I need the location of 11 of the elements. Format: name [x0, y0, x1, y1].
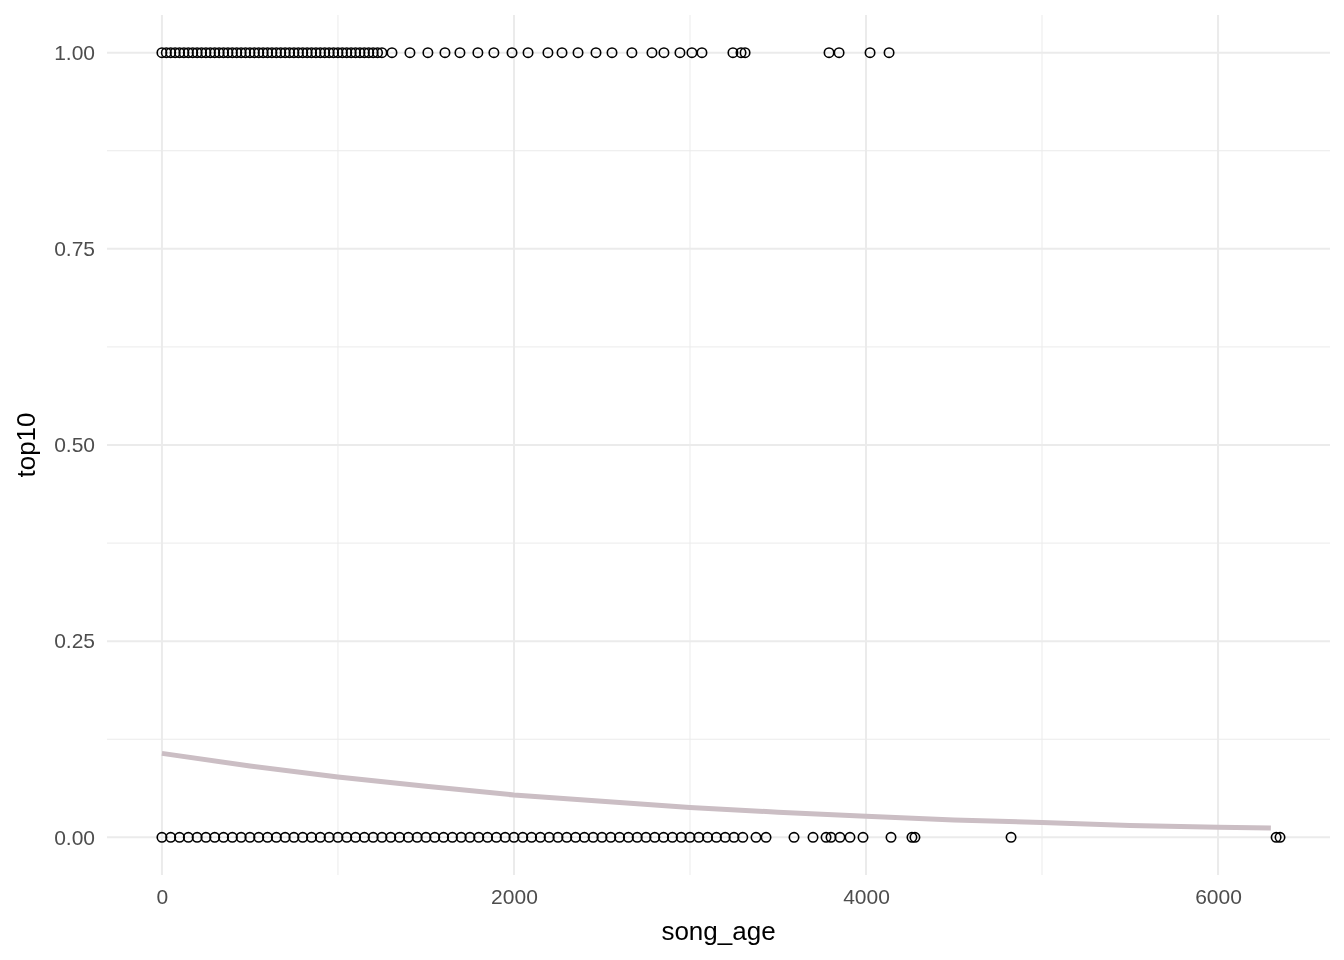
- y-axis-title: top10: [11, 412, 41, 478]
- x-axis-title: song_age: [661, 916, 776, 946]
- x-tick-label: 2000: [491, 884, 538, 908]
- y-tick-label: 0.75: [54, 237, 95, 261]
- x-tick-label: 6000: [1195, 884, 1242, 908]
- y-tick-label: 0.00: [54, 825, 95, 849]
- y-tick-label: 0.50: [54, 433, 95, 457]
- x-tick-label: 0: [156, 884, 169, 908]
- x-tick-label: 4000: [843, 884, 890, 908]
- y-tick-label: 0.25: [54, 629, 95, 653]
- y-tick-label: 1.00: [54, 40, 95, 64]
